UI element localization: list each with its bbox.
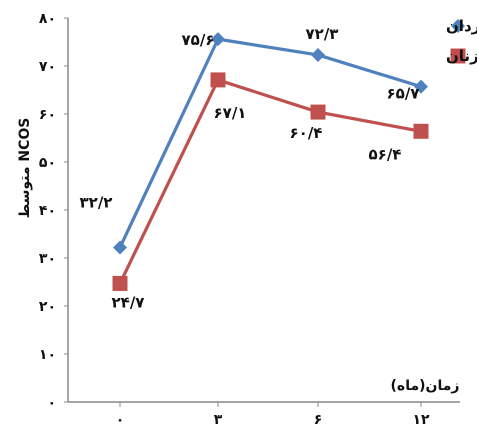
data-point-diamond [113,240,127,255]
data-point-diamond [311,47,325,62]
y-tick-label: ۵۰ [39,155,56,171]
data-label: ۵۶/۴ [369,145,402,163]
x-tick-labels: ۰ ۳ ۶ ۱۲ [116,402,430,428]
series-line [118,78,422,285]
data-label: ۷۲/۳ [306,25,339,43]
y-tick-label: ۱۰ [39,347,56,363]
data-point-square [413,123,429,139]
data-point-diamond [211,32,225,47]
series-line [118,37,422,249]
y-tick-label: ۰ [47,395,56,411]
data-label: ۶۰/۴ [290,124,323,142]
legend-label: زنان [446,47,477,65]
legend: مردان زنان [446,17,477,65]
x-axis-title: زمان(ماه) [391,378,460,394]
axes [67,18,460,403]
legend-label: مردان [446,17,477,35]
data-label: ۶۷/۱ [214,104,247,122]
data-label: ۳۲/۲ [80,193,113,211]
data-label: ۶۵/۷ [387,85,420,103]
series [112,32,429,291]
y-tick-label: ۲۰ [39,299,56,315]
x-tick-label: ۱۲ [412,412,430,428]
data-point-square [310,104,326,120]
data-label: ۲۴/۷ [112,293,145,311]
data-label: ۷۵/۶ [182,31,215,49]
data-point-diamond [414,79,428,94]
data-point-square [112,275,128,291]
data-labels: ۳۲/۲ ۷۵/۶ ۷۲/۳ ۶۵/۷ ۲۴/۷ ۶۷/۱ ۶۰/۴ ۵۶/۴ [80,25,420,311]
data-point-square [210,72,226,88]
y-tick-label: ۳۰ [39,251,56,267]
x-tick-label: ۳ [214,412,223,428]
x-tick-label: ۶ [314,412,323,428]
y-axis-title: متوسط NCOS [17,118,33,219]
y-tick-label: ۷۰ [39,59,56,75]
legend-marker-diamond [451,19,465,33]
y-tick-label: ۸۰ [39,11,56,27]
y-tick-label: ۴۰ [39,203,56,219]
x-tick-label: ۰ [116,412,125,428]
y-tick-labels: ۰ ۱۰ ۲۰ ۳۰ ۴۰ ۵۰ ۶۰ ۷۰ ۸۰ [39,11,68,411]
y-tick-label: ۶۰ [39,107,56,123]
legend-marker-square [450,48,466,64]
